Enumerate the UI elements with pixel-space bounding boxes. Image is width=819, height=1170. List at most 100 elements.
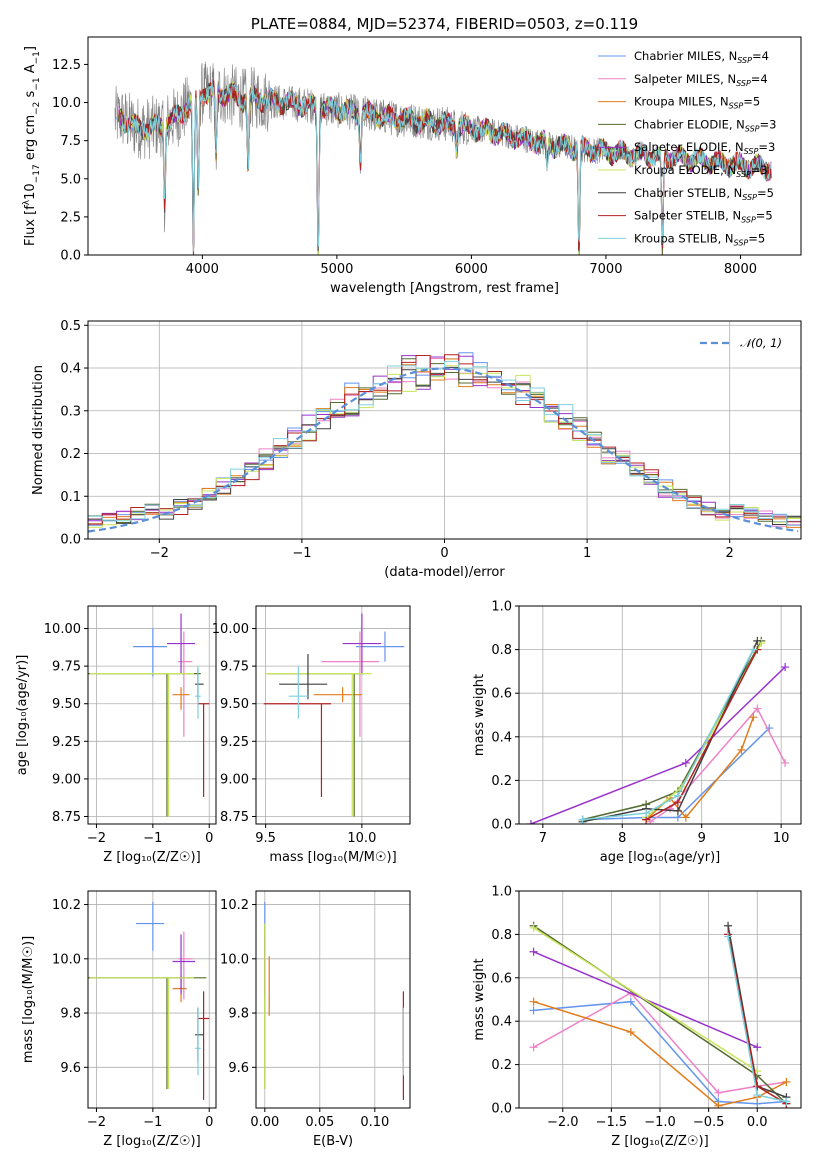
errorbar-point — [279, 654, 328, 700]
legend-entry: Chabrier MILES, NSSP=4 — [634, 49, 769, 65]
mass-weight-marker — [529, 1006, 538, 1015]
legend-entry-suffix: =5 — [743, 95, 760, 109]
legend-entry-sub: SSP — [736, 79, 751, 88]
mass-weight-vs-age-ytick-label: 0.4 — [491, 730, 512, 745]
age-vs-Z-ytick-label: 9.25 — [52, 735, 81, 750]
mass-vs-Z-ytick-label: 10.0 — [52, 952, 81, 967]
legend-entry-suffix: =3 — [751, 163, 768, 177]
mass-weight-marker — [529, 1043, 538, 1052]
residuals-ytick-label: 0.1 — [60, 490, 81, 505]
age-vs-mass-panel: 9.5 10.0 8.75 9.00 9.25 9.50 9.75 10.00 mass [lo… — [212, 605, 411, 865]
mass-vs-Z-xtick-label: −1 — [143, 1115, 162, 1130]
mass-weight-marker — [737, 745, 746, 754]
mass-weight-vs-Z-ytick-label: 0.8 — [491, 928, 512, 943]
age-vs-Z-frame — [87, 605, 217, 825]
mass-weight-line — [582, 649, 754, 821]
age-vs-mass-ytick-label: 9.25 — [220, 735, 249, 750]
errorbar-point — [197, 991, 210, 1100]
mass-vs-EBV-xtick-label: 0.05 — [305, 1115, 334, 1130]
mass-vs-EBV-ytick-label: 9.6 — [228, 1061, 249, 1076]
mass-weight-marker — [724, 921, 733, 930]
mass-weight-marker — [626, 1028, 635, 1037]
mass-weight-vs-age-ytick-label: 0.0 — [491, 818, 512, 833]
age-vs-Z-ytick-label: 9.75 — [52, 660, 81, 675]
legend-entry-suffix: =4 — [752, 49, 769, 63]
errorbar-point — [172, 975, 187, 1003]
mass-weight-vs-age-xtick-label: 10 — [773, 831, 790, 846]
mass-vs-Z-axes: −2 −1 0 9.6 9.8 10.0 10.2 Z [log₁₀(Z/Z☉)] mass [… — [21, 890, 217, 1149]
age-vs-mass-xlabel: mass [log₁₀(M/M☉)] — [269, 850, 396, 865]
mass-weight-vs-Z-ytick-label: 0.6 — [491, 971, 512, 986]
spectrum-axes: 4000 5000 6000 7000 8000 0.0 2.5 5.0 7.5 10.0 12.5… — [22, 15, 802, 296]
mass-weight-vs-Z-ytick-label: 0.2 — [491, 1058, 512, 1073]
legend-entry-name: Kroupa ELODIE, N — [634, 163, 736, 177]
mass-weight-vs-age-ytick-label: 1.0 — [491, 600, 512, 615]
mass-vs-EBV-grid — [256, 891, 410, 1108]
spectrum-ylabel-part: Flux [f — [23, 205, 38, 246]
mass-weight-vs-Z-xlabel: Z [log₁₀(Z/Z☉)] — [611, 1134, 708, 1149]
mass-vs-Z-frame — [87, 890, 217, 1109]
age-vs-mass-plot-area — [263, 613, 405, 817]
errorbar-point — [195, 1007, 204, 1062]
legend-entry: Kroupa MILES, NSSP=5 — [634, 95, 760, 111]
spectrum-ylabel-part: λ — [22, 199, 32, 205]
age-vs-mass-ytick-label: 9.00 — [220, 772, 249, 787]
errorbar-point — [195, 1007, 201, 1076]
mass-weight-vs-age-plot-area — [526, 636, 790, 824]
model-spectrum-line — [121, 79, 772, 252]
legend-entry-sub: SSP — [741, 216, 756, 225]
mass-vs-EBV-frame — [255, 890, 411, 1109]
residuals-axes: −2 −1 0 1 2 0.0 0.1 0.2 0.3 0.4 0.5 (data-model)/er… — [31, 319, 802, 580]
residuals-plot-area — [88, 352, 801, 533]
mass-weight-marker — [681, 813, 690, 822]
age-vs-Z-ylabel: age [log₁₀(age/yr)] — [15, 655, 30, 776]
errorbar-point — [178, 931, 193, 1000]
spectrum-ylabel-part: erg cm — [23, 115, 38, 164]
residuals-xtick-label: 1 — [583, 546, 591, 561]
legend-entry-suffix: =5 — [757, 186, 774, 200]
errorbar-point — [172, 687, 190, 710]
spectrum-ylabel: Flux [fλ10−17 erg cm−2 s−1 A−1] — [22, 46, 42, 246]
spectrum-xtick-label: 6000 — [455, 262, 488, 277]
mass-weight-marker — [749, 713, 758, 722]
age-vs-Z-panel: −2 −1 0 8.75 9.00 9.25 9.50 9.75 10.00 Z [log₁₀(Z… — [15, 605, 217, 865]
legend-entry-name: Chabrier MILES, N — [634, 49, 737, 63]
residuals-legend: 𝒩(0, 1) — [700, 336, 782, 350]
mass-weight-marker — [753, 1043, 762, 1052]
legend-entry-suffix: =3 — [760, 117, 777, 131]
spectrum-ylabel-part: ] — [23, 46, 38, 51]
mass-weight-vs-age-xlabel: age [log₁₀(age/yr)] — [600, 850, 721, 865]
age-vs-mass-axes: 9.5 10.0 8.75 9.00 9.25 9.50 9.75 10.00 mass [lo… — [212, 605, 411, 865]
mass-weight-vs-Z-xtick-label: −2.0 — [547, 1115, 579, 1130]
residuals-ytick-label: 0.0 — [60, 533, 81, 548]
errorbar-point — [197, 703, 210, 797]
mass-weight-vs-Z-panel: −2.0 −1.5 −1.0 −0.5 0.0 0.0 0.2 0.4 0.6 0.8 1.0 Z [… — [472, 885, 802, 1149]
legend-entry: 𝒩(0, 1) — [740, 336, 782, 350]
errorbar-point — [89, 673, 195, 817]
age-vs-Z-xtick-label: −2 — [87, 831, 106, 846]
mass-vs-Z-panel: −2 −1 0 9.6 9.8 10.0 10.2 Z [log₁₀(Z/Z☉)] mass [… — [21, 890, 217, 1149]
spectrum-ytick-label: 12.5 — [52, 58, 81, 73]
errorbar-point — [133, 628, 167, 677]
legend-entry-sub: SSP — [744, 147, 759, 156]
mass-vs-EBV-plot-area — [264, 901, 404, 1100]
mass-weight-marker — [714, 1088, 723, 1097]
mass-weight-line — [533, 927, 758, 1072]
legend-entry: Kroupa STELIB, NSSP=5 — [634, 231, 765, 247]
errorbar-point — [321, 631, 380, 737]
residuals-ytick-label: 0.2 — [60, 447, 81, 462]
residuals-xtick-label: 2 — [726, 546, 734, 561]
legend-entry-sub: SSP — [737, 56, 752, 65]
mass-vs-Z-ytick-label: 10.2 — [52, 898, 81, 913]
errorbar-point — [178, 631, 193, 737]
residuals-xlabel: (data-model)/error — [384, 565, 505, 580]
mass-weight-marker — [529, 997, 538, 1006]
legend-entry: Salpeter ELODIE, NSSP=3 — [634, 140, 775, 156]
legend-entry-suffix: =5 — [748, 231, 765, 245]
legend-entry-name: Kroupa STELIB, N — [634, 231, 734, 245]
spectrum-title: PLATE=0884, MJD=52374, FIBERID=0503, z=0… — [251, 15, 638, 33]
legend-entry-sub: SSP — [734, 238, 749, 247]
age-vs-mass-ytick-label: 10.00 — [212, 622, 249, 637]
mass-weight-vs-age-frame — [518, 605, 802, 825]
